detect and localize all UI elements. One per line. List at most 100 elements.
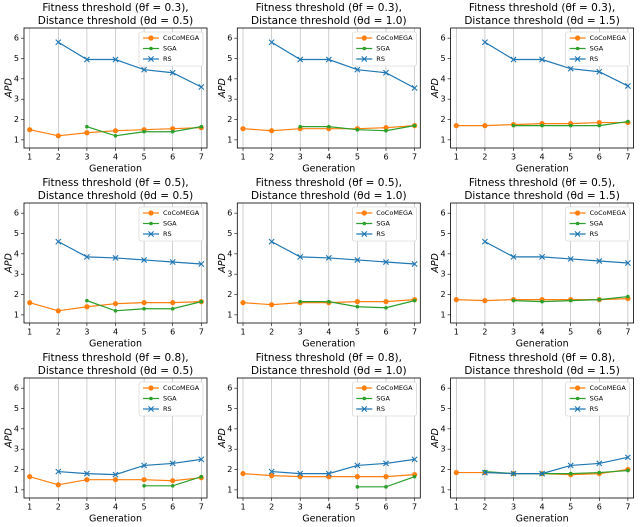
marker — [596, 68, 603, 75]
chart-title: Fitness threshold (θf = 0.3), — [42, 2, 188, 14]
marker — [297, 253, 304, 260]
y-tick-label: 3 — [441, 270, 446, 279]
legend-label: RS — [163, 230, 172, 238]
y-tick-label: 5 — [14, 229, 19, 238]
x-tick-label: 7 — [412, 503, 417, 512]
marker — [55, 468, 62, 475]
y-axis-label: APD — [4, 428, 15, 449]
y-tick-label: 4 — [14, 74, 19, 83]
marker — [568, 123, 573, 128]
x-tick-label: 4 — [326, 503, 331, 512]
legend-label: RS — [590, 55, 599, 63]
x-tick-label: 3 — [511, 153, 516, 162]
subplot: Fitness threshold (θf = 0.3),Distance th… — [217, 2, 421, 175]
marker — [624, 454, 631, 461]
y-tick-label: 4 — [14, 424, 19, 433]
x-tick-label: 6 — [597, 328, 602, 337]
y-tick-label: 5 — [14, 404, 19, 413]
marker — [170, 306, 175, 311]
legend: CoCoMEGA SGA RS — [138, 31, 204, 67]
marker — [269, 473, 275, 479]
marker — [539, 470, 546, 477]
marker — [384, 128, 388, 133]
marker — [112, 56, 119, 63]
x-axis-label: Generation — [302, 164, 355, 175]
x-tick-label: 1 — [454, 328, 459, 337]
series-line — [484, 41, 629, 87]
series-line — [484, 456, 629, 475]
subplot: Fitness threshold (θf = 0.8),Distance th… — [217, 352, 421, 525]
marker — [510, 56, 517, 63]
marker — [199, 299, 204, 304]
plot-frame — [236, 202, 421, 324]
plot-frame — [236, 377, 421, 499]
subplot: Fitness threshold (θf = 0.5),Distance th… — [217, 177, 421, 350]
marker — [354, 66, 361, 73]
plot-frame — [23, 27, 208, 149]
marker — [383, 474, 389, 480]
marker — [626, 468, 630, 473]
marker — [142, 129, 146, 134]
marker — [141, 462, 148, 469]
marker — [198, 83, 205, 90]
marker — [540, 123, 544, 128]
x-tick-label: 7 — [199, 328, 204, 337]
marker — [511, 298, 516, 303]
marker — [597, 123, 602, 128]
marker — [355, 485, 360, 489]
legend: CoCoMEGA SGA RS — [565, 31, 630, 67]
x-tick-label: 5 — [568, 503, 573, 512]
marker — [624, 260, 631, 266]
plot-frame — [450, 202, 635, 324]
legend-marker — [149, 221, 153, 226]
marker — [170, 129, 175, 134]
marker — [83, 253, 90, 260]
marker — [55, 39, 62, 46]
marker — [626, 294, 630, 299]
marker — [327, 124, 331, 129]
legend-label: CoCoMEGA — [376, 384, 413, 392]
y-tick-label: 5 — [227, 229, 232, 238]
y-tick-label: 4 — [441, 74, 446, 83]
legend-marker — [149, 46, 153, 51]
y-tick-label: 2 — [227, 465, 232, 474]
chart-subtitle: Distance threshold (θd = 1.0) — [251, 15, 407, 27]
x-tick-label: 3 — [511, 328, 516, 337]
marker — [269, 128, 275, 134]
y-tick-label: 1 — [441, 135, 446, 144]
marker — [55, 308, 61, 314]
x-tick-label: 2 — [269, 153, 274, 162]
series-line — [271, 241, 415, 265]
x-axis-label: Generation — [516, 514, 569, 525]
x-tick-label: 3 — [84, 328, 89, 337]
chart-title: Fitness threshold (θf = 0.8), — [256, 352, 402, 364]
marker — [240, 126, 246, 132]
marker — [83, 56, 90, 63]
y-tick-label: 4 — [14, 249, 19, 258]
y-tick-label: 5 — [227, 54, 232, 63]
x-tick-label: 3 — [298, 153, 303, 162]
x-axis-label: Generation — [302, 339, 355, 350]
x-tick-label: 3 — [84, 153, 89, 162]
x-tick-label: 5 — [142, 328, 147, 337]
y-tick-label: 2 — [227, 115, 232, 124]
legend-box — [565, 381, 630, 417]
chart-subtitle: Distance threshold (θd = 1.5) — [464, 190, 620, 202]
series-line — [271, 458, 415, 475]
marker — [325, 470, 332, 477]
marker — [354, 462, 361, 469]
x-tick-label: 7 — [412, 153, 417, 162]
x-tick-label: 3 — [511, 503, 516, 512]
x-tick-label: 6 — [383, 153, 388, 162]
legend-label: SGA — [590, 220, 604, 228]
x-tick-label: 5 — [355, 503, 360, 512]
chart-subtitle: Distance threshold (θd = 0.5) — [38, 190, 194, 202]
subplot: Fitness threshold (θf = 0.8),Distance th… — [430, 352, 635, 525]
y-tick-label: 1 — [441, 485, 446, 494]
y-tick-label: 3 — [227, 445, 232, 454]
legend-marker — [575, 385, 581, 391]
y-tick-label: 3 — [227, 95, 232, 104]
marker — [354, 474, 360, 480]
marker — [383, 299, 389, 305]
x-tick-label: 3 — [298, 503, 303, 512]
